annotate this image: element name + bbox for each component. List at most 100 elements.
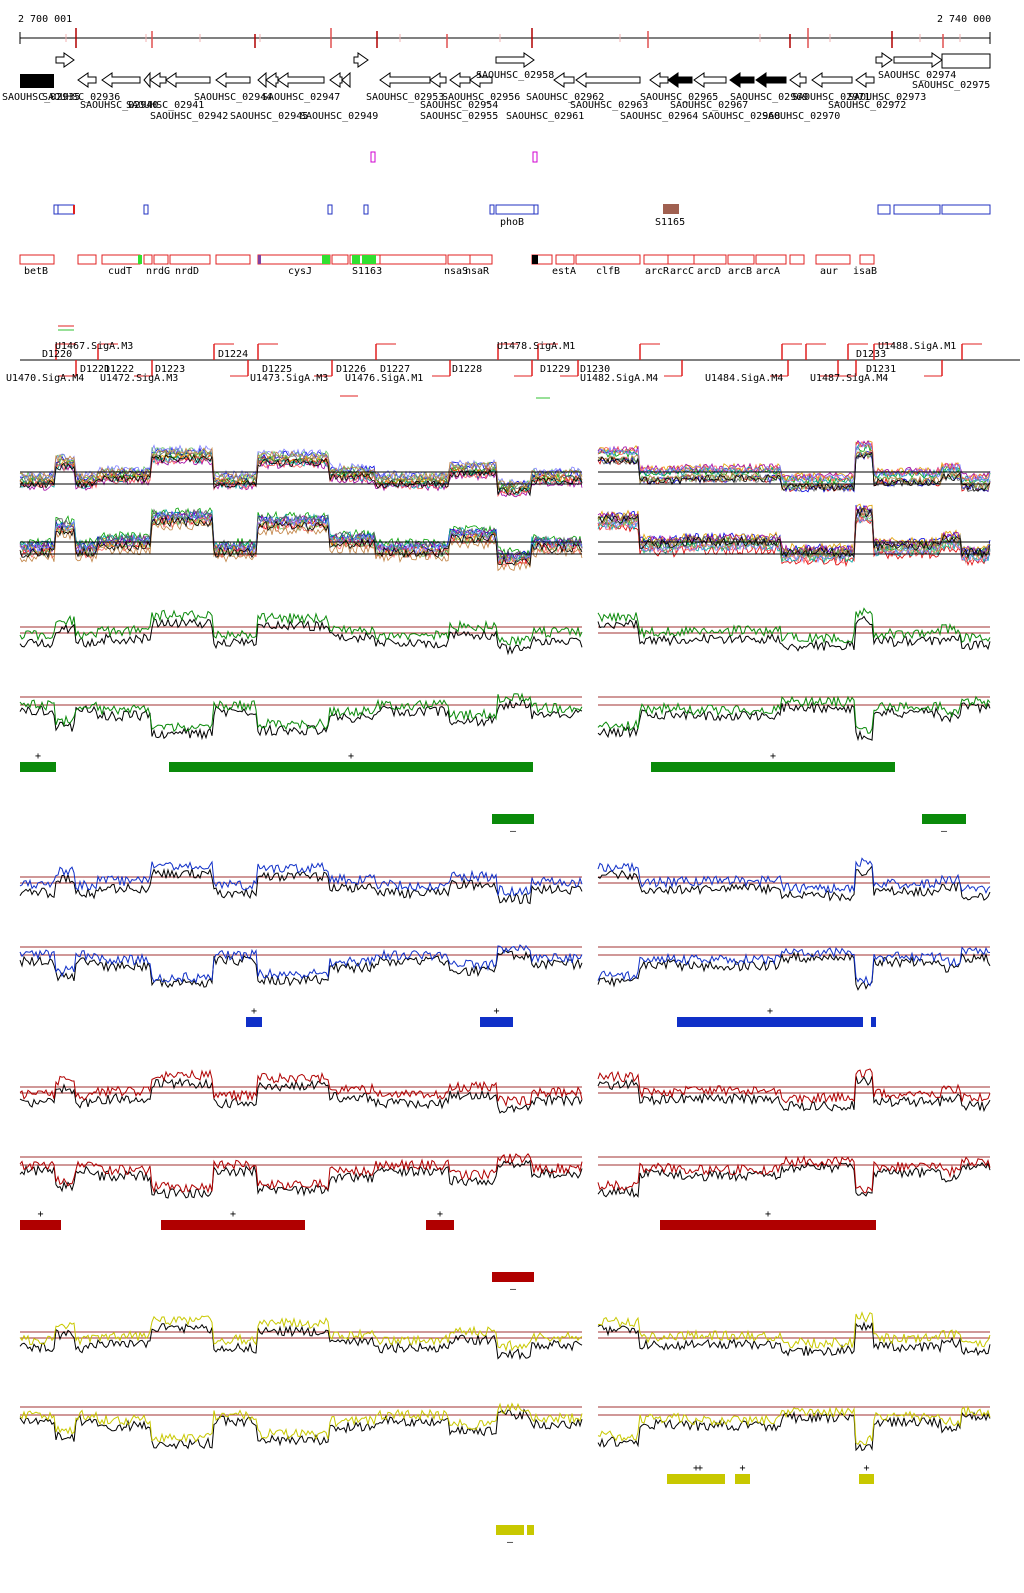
segment-mark: +: [765, 1209, 771, 1220]
blue-annotation: [327, 204, 333, 215]
expression-panels: [19, 440, 991, 1452]
gene-arrow: [341, 71, 351, 89]
gene-arrow: [149, 72, 167, 88]
expression-trace-black: [19, 1159, 583, 1199]
black-fill: [532, 255, 538, 264]
expression-trace-black: [597, 615, 991, 652]
expression-trace: [19, 444, 583, 487]
gene-name-label: arcD: [697, 266, 721, 277]
expression-trace-color: [19, 1069, 583, 1108]
segment-plus: [161, 1220, 305, 1230]
gene-label: SAOUHSC_02942: [150, 111, 228, 122]
segment-minus: [492, 1272, 534, 1282]
expression-trace: [19, 511, 583, 563]
upstream-label: D1225: [262, 364, 292, 375]
gene-label: SAOUHSC_02968: [702, 111, 780, 122]
gene-box: [727, 254, 755, 265]
upstream-label: D1229: [540, 364, 570, 375]
annotation-label-phob: phoB: [500, 217, 524, 228]
gene-box: [379, 254, 447, 265]
expression-trace-color: [597, 857, 991, 894]
gene-arrow: [495, 52, 535, 68]
segment-minus: [496, 1525, 524, 1535]
expression-trace-color: [19, 1315, 583, 1352]
upstream-label: D1222: [104, 364, 134, 375]
expression-trace: [597, 442, 991, 485]
gene-label: SAOUHSC_02955: [420, 111, 498, 122]
expression-trace-black: [19, 1077, 583, 1114]
gene-arrow: [265, 72, 279, 88]
upstream-label: D1226: [336, 364, 366, 375]
gene-arrow: [449, 72, 471, 88]
gene-box: [575, 254, 641, 265]
expression-trace-black: [597, 701, 991, 742]
gene-box: [447, 254, 471, 265]
upstream-label: D1220: [42, 349, 72, 360]
coord-end: 2 740 000: [937, 14, 991, 25]
expression-trace-black: [19, 1323, 583, 1361]
expression-trace-color: [19, 692, 583, 733]
expression-trace: [597, 512, 991, 565]
segment-mark: +: [697, 1463, 703, 1474]
gene-label: SAOUHSC_02971: [792, 92, 870, 103]
gene-box: [667, 254, 695, 265]
expression-trace-black: [19, 1408, 583, 1450]
gene-label: SAOUHSC_02936: [42, 92, 120, 103]
coord-start: 2 700 001: [18, 14, 72, 25]
upstream-label: U1470.SigA.M4: [6, 373, 84, 384]
gene-arrow: [789, 72, 807, 88]
gene-arrow: [469, 72, 493, 88]
blue-annotation: [533, 204, 539, 215]
gene-name-label: estA: [552, 266, 576, 277]
segment-plus: [480, 1017, 513, 1027]
gene-arrow: [667, 72, 693, 88]
gene-arrow: [693, 72, 727, 88]
expression-trace: [19, 454, 583, 497]
expression-trace-color: [19, 609, 583, 647]
gene-name-label: cudT: [108, 266, 132, 277]
gene-name-label: S1163: [352, 266, 382, 277]
segment-plus: [660, 1220, 876, 1230]
blue-annotation: [495, 204, 535, 215]
segment-minus: [527, 1525, 534, 1535]
gene-box: [153, 254, 169, 265]
gene-box: [555, 254, 575, 265]
gene-name-label: clfB: [596, 266, 620, 277]
upstream-label: U1487.SigA.M4: [810, 373, 888, 384]
gene-arrow: [875, 52, 893, 68]
blue-annotation: [489, 204, 495, 215]
segment-minus: [492, 814, 534, 824]
gene-label: SAOUHSC_02945: [230, 111, 308, 122]
expression-trace-color: [597, 1068, 991, 1104]
gene-name-label: nsaR: [465, 266, 490, 277]
gene-name-label: nrdD: [175, 266, 199, 277]
gene-label: SAOUHSC_02940: [80, 100, 158, 111]
gene-arrow: [215, 72, 251, 88]
purple-fill: [258, 255, 261, 264]
gene-box: [77, 254, 97, 265]
segment-plus: [667, 1474, 725, 1484]
gene-box: [257, 254, 331, 265]
gene-arrow: [855, 72, 875, 88]
segment-plus: [169, 762, 533, 772]
gene-block: [20, 74, 54, 88]
gene-box: [169, 254, 211, 265]
upstream-label: U1476.SigA.M1: [345, 373, 423, 384]
upstream-track: U1467.SigA.M3 D1220 D1221 D1222 D1223 D1…: [6, 325, 1020, 399]
upstream-label: U1473.SigA.M3: [250, 373, 328, 384]
expression-trace-black: [19, 949, 583, 989]
upstream-label: U1472.SigA.M3: [100, 373, 178, 384]
segment-plus: [20, 762, 56, 772]
gene-label: SAOUHSC_02958: [476, 70, 554, 81]
gene-arrow: [329, 72, 343, 88]
expression-trace-black: [597, 1410, 991, 1452]
brown-annotation: [663, 204, 679, 214]
blue-annotation: [893, 204, 941, 215]
gene-block: [941, 53, 991, 69]
annotation-label-s1165: S1165: [655, 217, 685, 228]
segment-mark: +: [767, 1006, 773, 1017]
gene-labels: SAOUHSC_02935 SAOUHSC_02936 SAOUHSC_0294…: [2, 70, 990, 122]
gene-box: [331, 254, 349, 265]
segment-mark: +: [864, 1463, 870, 1474]
expression-trace-color: [19, 944, 583, 984]
